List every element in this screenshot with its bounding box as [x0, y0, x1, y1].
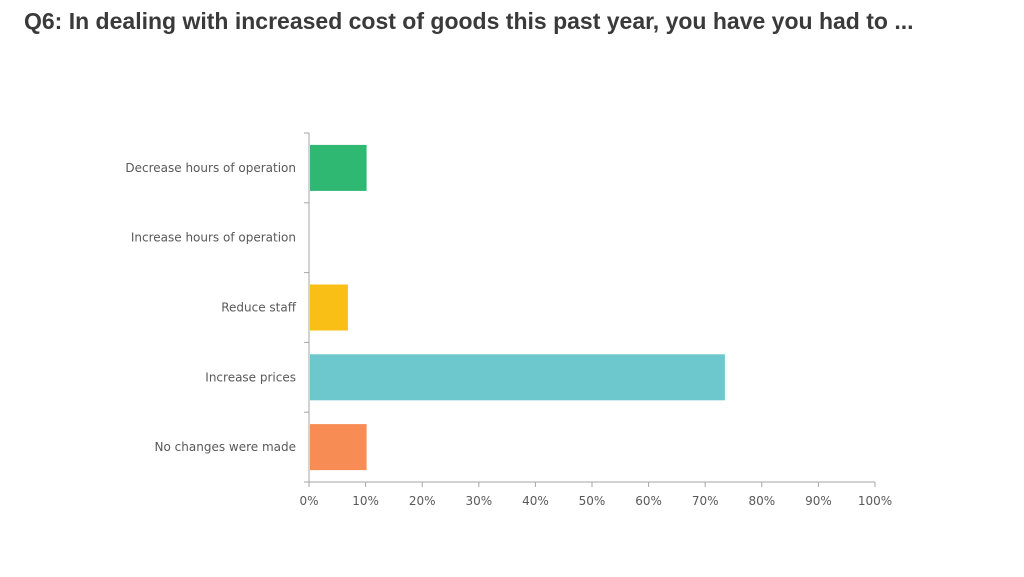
bar-reduce-staff: [310, 284, 348, 331]
page-title: Q6: In dealing with increased cost of go…: [24, 8, 914, 34]
x-tick-label: 50%: [579, 494, 606, 508]
bar-increase-prices: [310, 354, 725, 401]
bars-layer: [310, 144, 725, 471]
x-tick-label: 20%: [409, 494, 436, 508]
category-label: No changes were made: [155, 440, 296, 454]
category-label: Decrease hours of operation: [125, 161, 296, 175]
category-label: Reduce staff: [221, 301, 297, 315]
x-tick-label: 100%: [858, 494, 892, 508]
x-tick-label: 60%: [635, 494, 662, 508]
tick-labels: 0% 10% 20% 30% 40% 50% 60% 70% 80% 90% 100%: [299, 494, 892, 508]
bar-decrease-hours-of-operation: [310, 144, 367, 191]
category-label: Increase prices: [205, 370, 296, 384]
x-tick-label: 10%: [352, 494, 379, 508]
x-tick-label: 30%: [465, 494, 492, 508]
axes-layer: [304, 132, 876, 487]
category-label: Increase hours of operation: [131, 231, 296, 245]
x-tick-label: 70%: [692, 494, 719, 508]
x-tick-label: 90%: [805, 494, 832, 508]
bar-no-changes-were-made: [310, 424, 367, 471]
x-tick-label: 40%: [522, 494, 549, 508]
category-labels: Decrease hours of operation Increase hour…: [125, 161, 296, 454]
x-tick-label: 0%: [299, 494, 318, 508]
x-tick-label: 80%: [748, 494, 775, 508]
